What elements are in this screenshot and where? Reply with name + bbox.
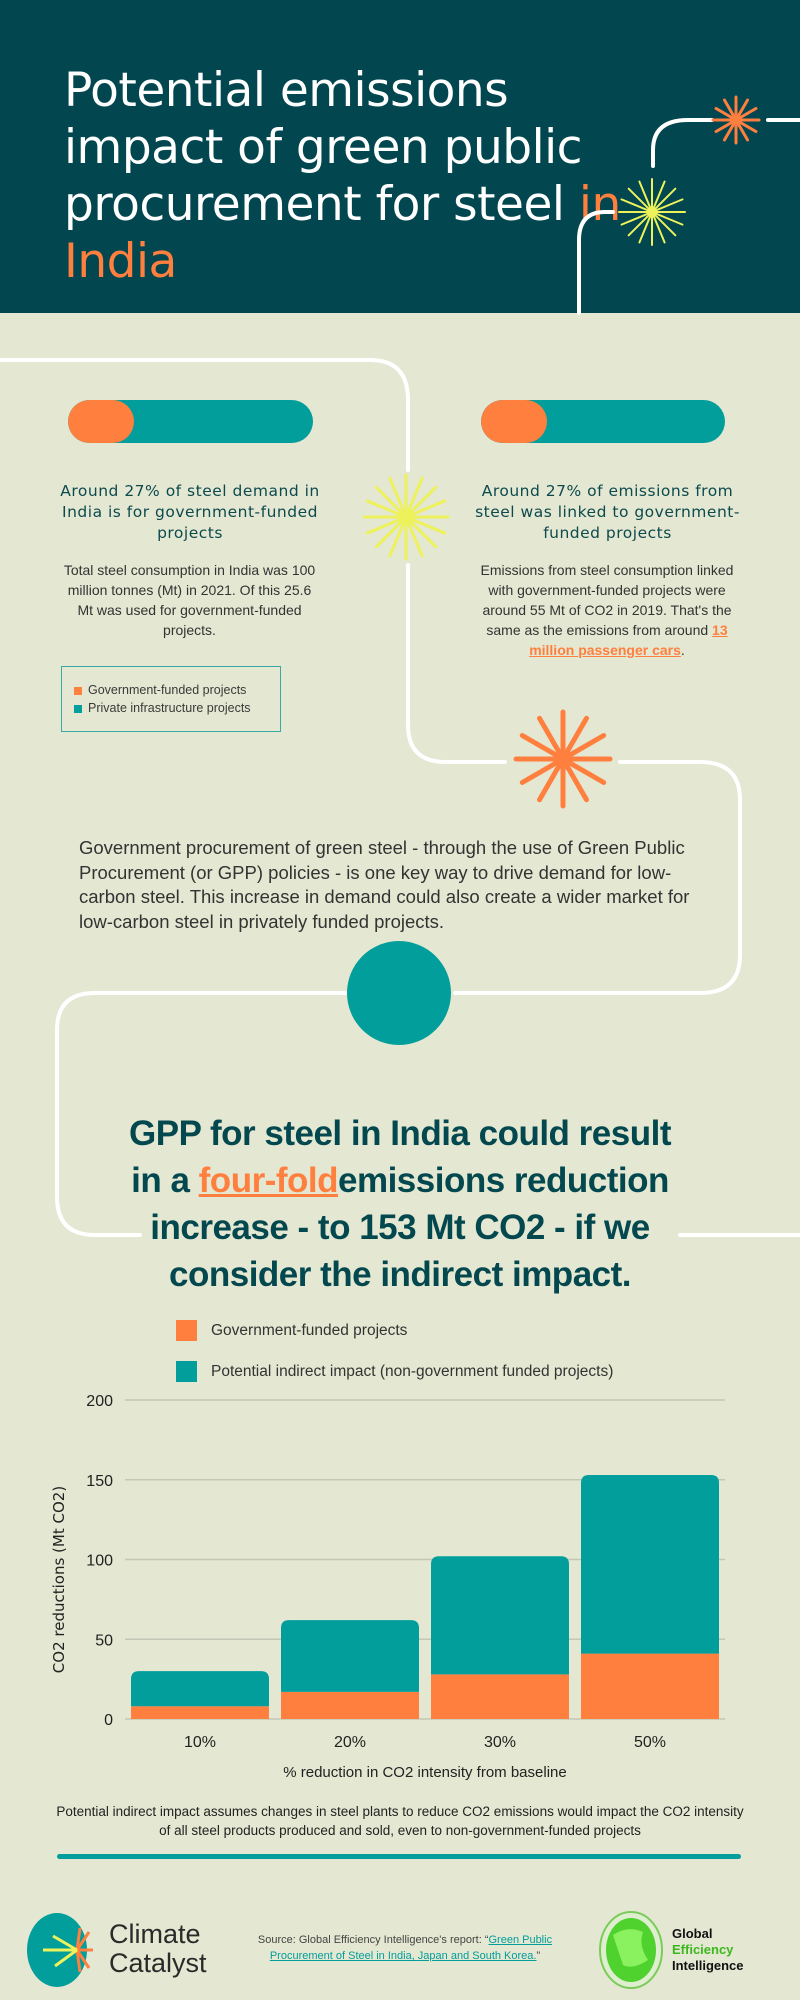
government-share-fill	[68, 400, 135, 443]
legend-item: Government-funded projects	[74, 681, 268, 699]
orange-swatch	[176, 1320, 197, 1341]
chart-footnote: Potential indirect impact assumes change…	[56, 1804, 744, 1838]
card-body: Total steel consumption in India was 100…	[63, 562, 316, 638]
teal-swatch	[74, 704, 82, 713]
source-citation: Source: Global Efficiency Intelligence's…	[257, 1934, 553, 1962]
title-highlight: in India	[64, 177, 621, 289]
body-connector	[0, 358, 410, 472]
page-title: Potential emissions impact of green publ…	[64, 63, 621, 289]
key-finding-headline: GPP for steel in India could result in a…	[129, 1114, 671, 1294]
teal-swatch	[176, 1361, 197, 1382]
body-connector	[406, 563, 507, 764]
steel-demand-progress-bar	[68, 400, 313, 443]
card-body: Emissions from steel consumption linked …	[480, 562, 734, 658]
card-heading: Around 27% of steel demand in India is f…	[60, 482, 320, 542]
card-heading: Around 27% of emissions from steel was l…	[475, 482, 740, 542]
passenger-cars-link[interactable]: 13 million passenger cars	[529, 622, 728, 658]
source-report-link[interactable]: Green Public Procurement of Steel in Ind…	[269, 1934, 553, 1962]
yellow-starburst-icon	[618, 178, 686, 246]
divider	[57, 1854, 741, 1859]
bar-legend: Government-funded projects Private infra…	[61, 666, 281, 732]
header-connector	[651, 118, 714, 168]
global-efficiency-intelligence-logo: Global Efficiency Intelligence	[598, 1910, 798, 1990]
legend-item: Private infrastructure projects	[74, 699, 268, 717]
emissions-progress-bar	[481, 400, 725, 443]
orange-swatch	[74, 686, 82, 695]
orange-starburst-icon	[711, 95, 761, 145]
body-connector	[55, 991, 347, 1237]
header-connector	[577, 210, 615, 315]
climate-catalyst-icon	[27, 1913, 93, 1987]
four-fold-highlight: four-fold	[198, 1161, 339, 1200]
body-connector	[453, 760, 742, 995]
government-share-fill	[481, 400, 547, 443]
globe-icon	[599, 1911, 663, 1989]
intro-paragraph: Government procurement of green steel - …	[79, 837, 690, 932]
yellow-starburst-icon	[362, 473, 450, 561]
chart-legend-item: Potential indirect impact (non-governmen…	[176, 1361, 613, 1382]
teal-circle	[347, 941, 451, 1045]
climate-catalyst-logo: Climate Catalyst	[25, 1910, 225, 1990]
orange-starburst-icon	[513, 709, 613, 809]
header-banner	[0, 0, 800, 313]
chart-legend-item: Government-funded projects	[176, 1320, 407, 1341]
